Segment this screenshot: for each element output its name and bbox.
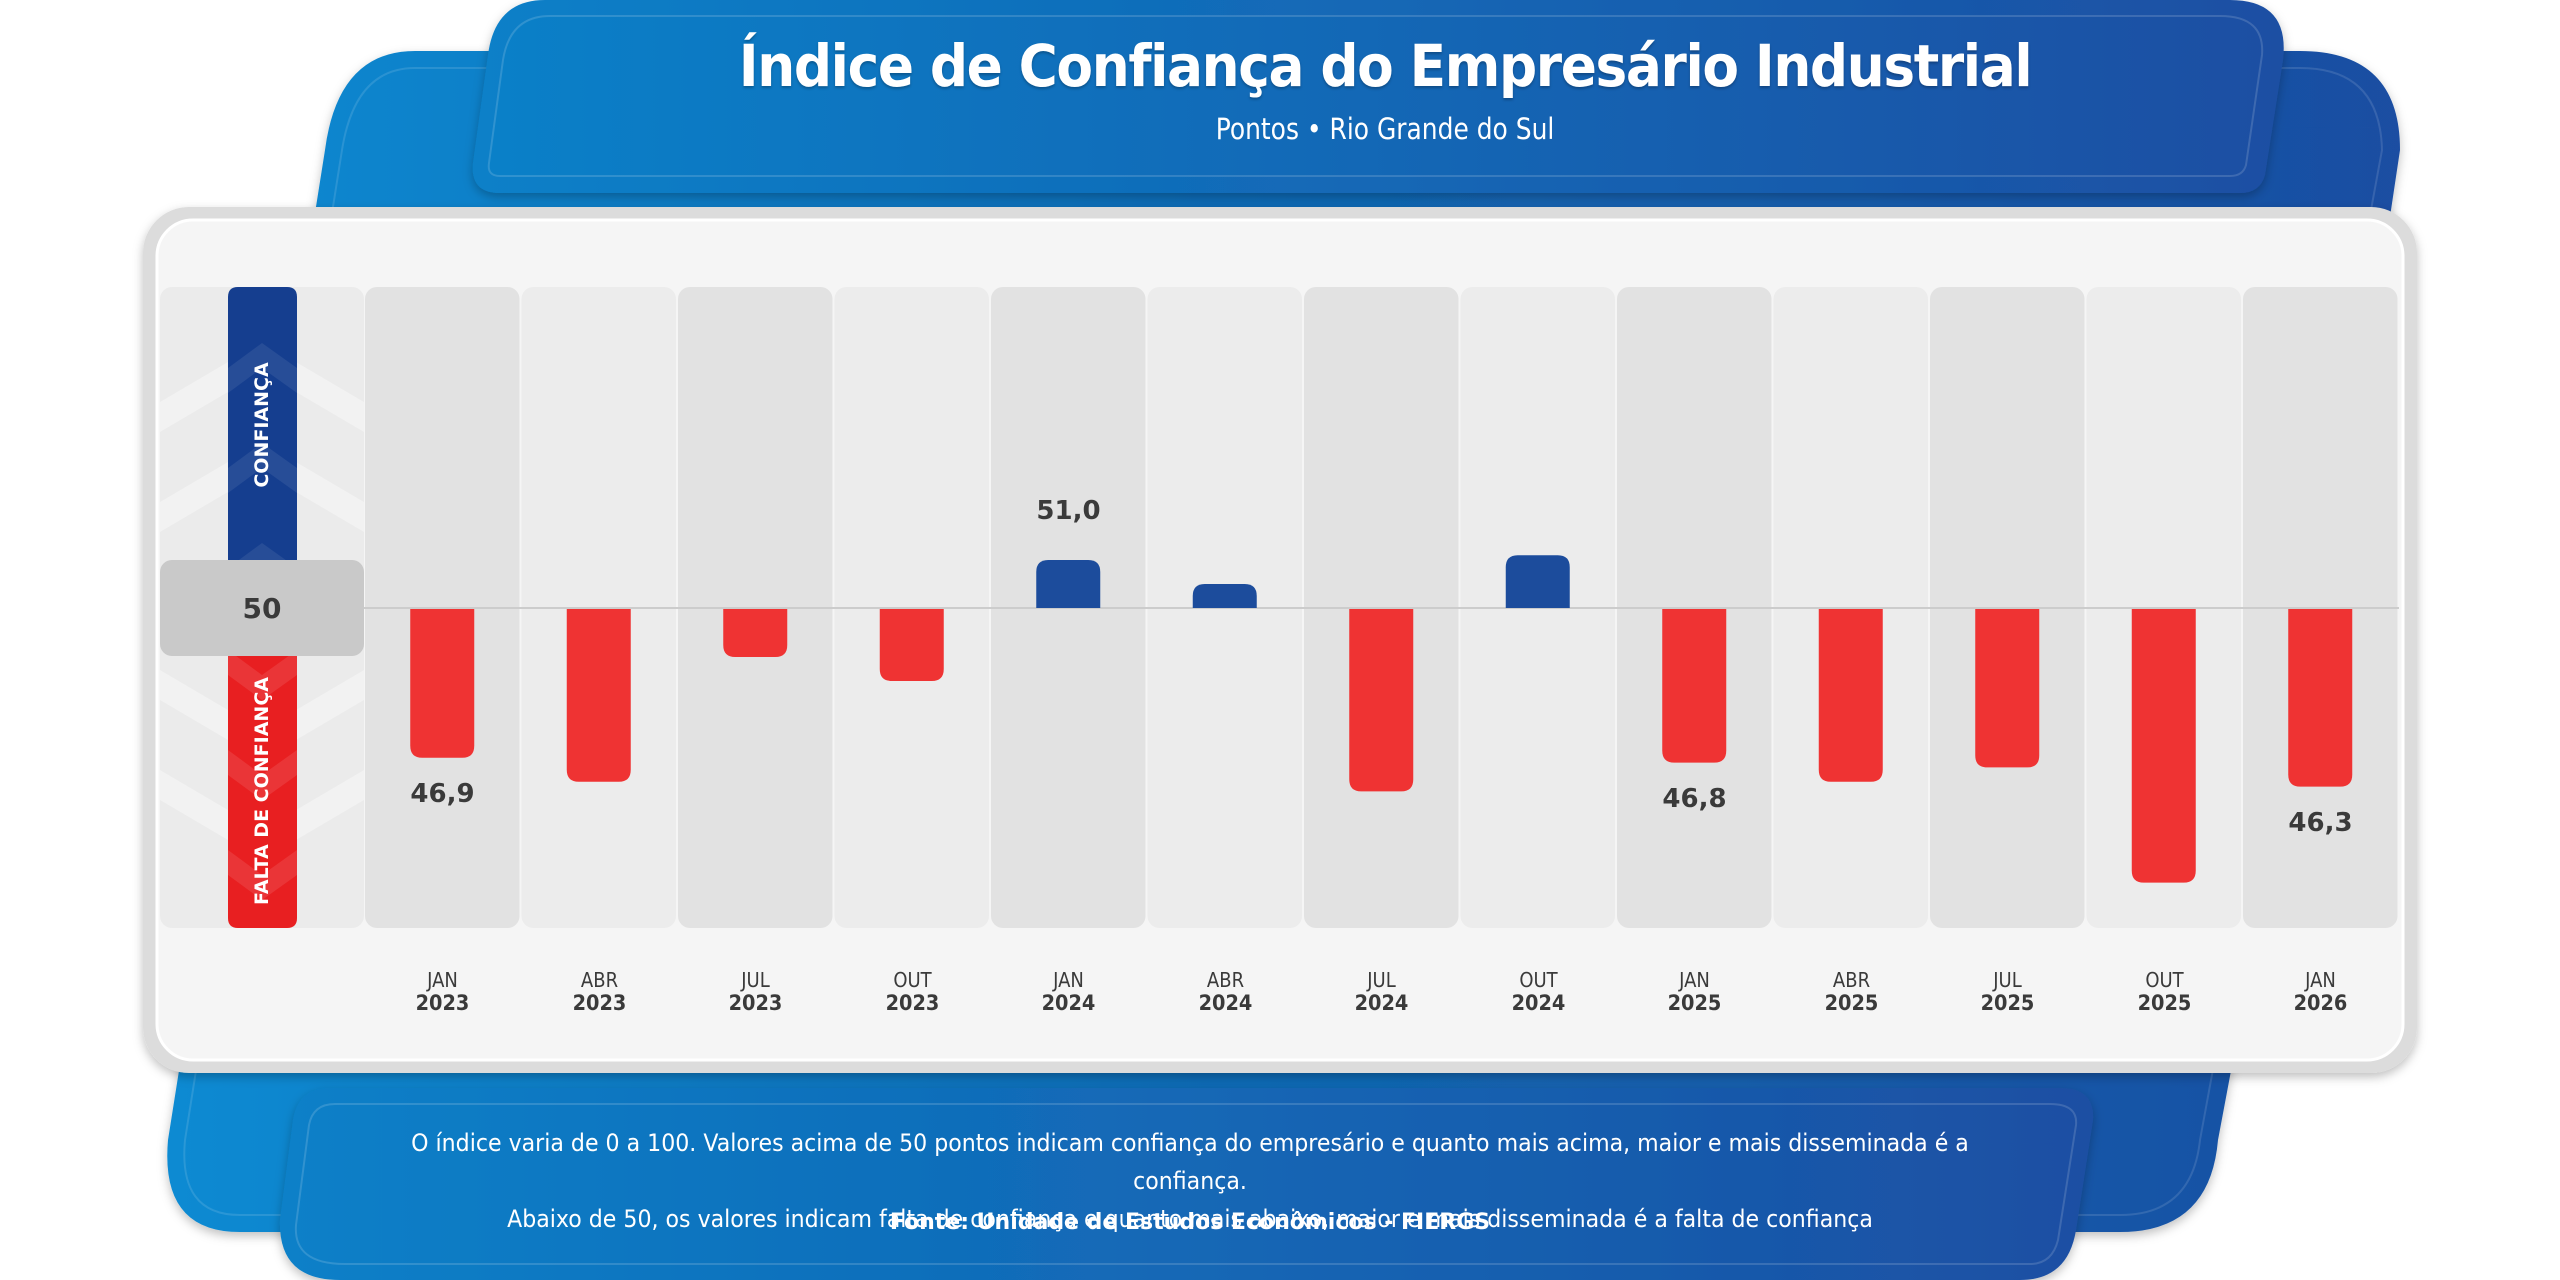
bar-lack-of-confidence [410, 609, 475, 758]
bar-lack-of-confidence [1662, 609, 1727, 763]
lack-of-confidence-label: FALTA DE CONFIANÇA [251, 677, 273, 905]
x-tick-month: OUT [1518, 968, 1558, 992]
x-tick-year: 2025 [2137, 991, 2191, 1015]
data-label: 51,0 [1036, 496, 1101, 526]
x-tick-month: JUL [1993, 968, 2022, 992]
chevron-down-icon [228, 850, 297, 900]
chevron-down-icon [228, 650, 297, 700]
x-tick-year: 2024 [1198, 991, 1252, 1015]
source-credit: Fonte: Unidade de Estudos Econômicos - F… [889, 1210, 1491, 1235]
x-tick-month: ABR [580, 968, 618, 992]
x-tick-month: JAN [2305, 968, 2336, 992]
chevron-down-icon [228, 750, 297, 800]
footer-note-line-1: O índice varia de 0 a 100. Valores acima… [411, 1129, 1969, 1195]
footer-panel [279, 1088, 2094, 1280]
bar-lack-of-confidence [566, 609, 631, 782]
confidence-band [228, 287, 297, 587]
chevron-up-icon [228, 443, 297, 493]
x-tick-year: 2023 [728, 991, 783, 1015]
data-label: 46,8 [1662, 783, 1727, 814]
x-tick-month: ABR [1832, 968, 1870, 992]
x-tick-month: JAN [1053, 968, 1084, 992]
x-tick-year: 2023 [572, 991, 626, 1015]
x-tick-year: 2024 [1041, 991, 1096, 1015]
lack-of-confidence-band [228, 600, 297, 928]
bar-lack-of-confidence [1818, 609, 1883, 782]
x-tick-year: 2026 [2293, 991, 2348, 1015]
bar-lack-of-confidence [723, 609, 788, 657]
chevron-up-icon [228, 343, 297, 393]
bar-lack-of-confidence [1975, 609, 2040, 768]
threshold-badge: 50 [160, 560, 364, 656]
x-tick-month: JAN [427, 968, 458, 992]
data-label: 46,9 [410, 778, 475, 809]
bar-lack-of-confidence [1349, 609, 1414, 792]
bar-lack-of-confidence [879, 609, 944, 681]
confidence-label: CONFIANÇA [251, 362, 273, 488]
footer-note-line-2: Abaixo de 50, os valores indicam falta d… [507, 1205, 1873, 1233]
x-tick-year: 2023 [415, 991, 470, 1015]
footer-note: O índice varia de 0 a 100. Valores acima… [371, 1124, 2009, 1238]
x-tick-month: JUL [741, 968, 770, 992]
page-title: Índice de Confiança do Empresário Indust… [738, 32, 2033, 100]
x-tick-month: JUL [1367, 968, 1396, 992]
x-tick-month: OUT [2144, 968, 2184, 992]
page-subtitle: Pontos • Rio Grande do Sul [1215, 112, 1555, 146]
data-label: 46,3 [2288, 807, 2353, 838]
bar-confidence [1505, 555, 1570, 608]
x-tick-year: 2025 [1980, 991, 2035, 1015]
x-tick-year: 2024 [1354, 991, 1409, 1015]
x-tick-year: 2025 [1667, 991, 1722, 1015]
x-tick-month: JAN [1679, 968, 1710, 992]
x-tick-year: 2025 [1824, 991, 1878, 1015]
bar-confidence [1192, 584, 1257, 608]
bar-confidence [1036, 560, 1101, 608]
x-tick-month: ABR [1206, 968, 1244, 992]
bar-lack-of-confidence [2288, 609, 2353, 787]
x-tick-year: 2024 [1511, 991, 1565, 1015]
x-tick-year: 2023 [885, 991, 939, 1015]
x-tick-month: OUT [892, 968, 932, 992]
bar-lack-of-confidence [2131, 609, 2196, 883]
